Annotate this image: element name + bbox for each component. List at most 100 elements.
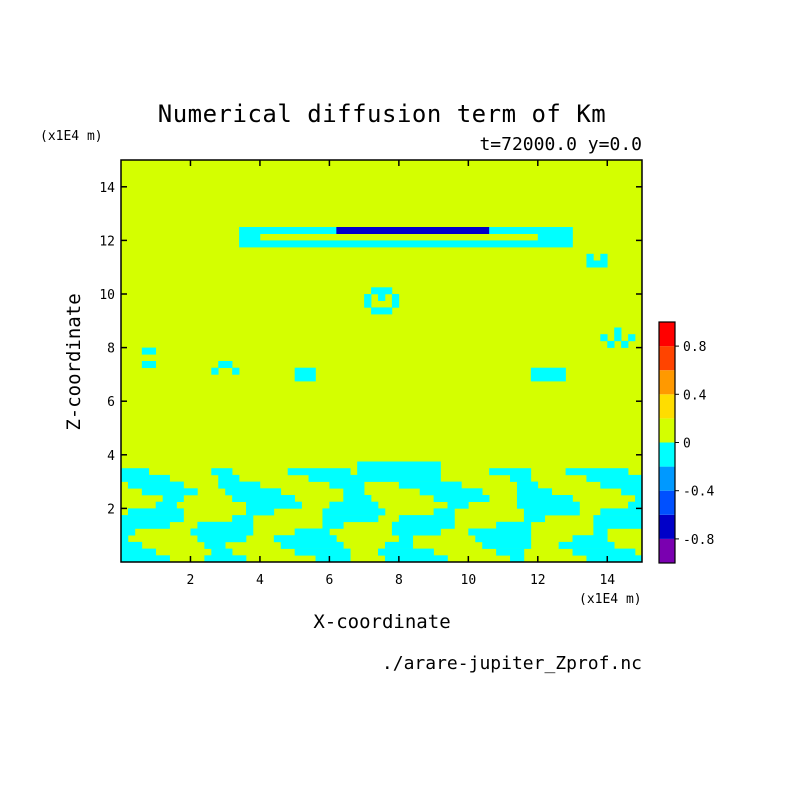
field-cell (496, 548, 525, 556)
plot-area: 2 4 6 8 10 12 14 2 4 6 8 10 12 14 (99, 159, 643, 588)
field-cell (204, 555, 247, 563)
field-cell (121, 468, 150, 476)
field-cell (197, 521, 254, 529)
field-cell (516, 495, 573, 502)
y-axis-label: Z-coordinate (63, 293, 85, 430)
colorbar-swatch (659, 538, 675, 563)
field-cell (343, 495, 372, 502)
field-cell (204, 541, 226, 549)
y-tick-label: 10 (99, 288, 115, 303)
field-cell (322, 515, 379, 523)
field-cell (294, 548, 351, 556)
field-cell (225, 488, 282, 496)
field-cell (287, 468, 351, 476)
colorbar-swatch (659, 418, 675, 443)
field-cell (489, 227, 573, 234)
field-cell (628, 334, 636, 342)
field-cell (357, 468, 441, 476)
y-tick-label: 8 (107, 342, 115, 357)
field-cell (621, 488, 643, 496)
field-cell (607, 340, 615, 348)
field-cell (475, 535, 532, 543)
x-tick-label: 14 (599, 573, 615, 588)
field-cell (322, 508, 386, 516)
field-cell (530, 374, 566, 382)
field-cell (433, 508, 455, 516)
field-cell (378, 294, 386, 301)
field-cell (329, 501, 379, 509)
field-cell (378, 548, 434, 556)
field-cell (600, 334, 608, 342)
field-cell (593, 528, 608, 536)
field-cell (211, 468, 233, 476)
field-cell (232, 367, 240, 375)
y-tick-label: 2 (107, 502, 115, 517)
field-cell (308, 474, 441, 482)
field-cell (614, 327, 622, 335)
field-cell (586, 260, 608, 268)
field-cell (197, 535, 247, 543)
field-cell (433, 495, 490, 502)
field-cell (364, 300, 372, 308)
field-cell (141, 347, 157, 355)
chart-subtitle: t=72000.0 y=0.0 (479, 134, 642, 155)
field-cell (294, 528, 330, 536)
colorbar-swatch (659, 394, 675, 419)
field-cell (141, 361, 157, 368)
field-cell (364, 294, 372, 301)
field-cell (315, 555, 351, 563)
x-tick-label: 10 (461, 573, 477, 588)
field-cell (419, 488, 483, 496)
x-axis-ticks: 2 4 6 8 10 12 14 (187, 160, 615, 588)
x-tick-label: 2 (187, 573, 195, 588)
field-cell (162, 495, 184, 502)
field-cell (586, 474, 643, 482)
field-cell (398, 535, 414, 543)
field-cell (294, 374, 316, 382)
field-cell (447, 501, 469, 509)
colorbar-swatch (659, 490, 675, 515)
source-filename: ./arare-jupiter_Zprof.nc (382, 653, 642, 674)
field-cell (572, 548, 636, 556)
field-cell (211, 367, 219, 375)
x-tick-label: 12 (530, 573, 546, 588)
field-cell (121, 541, 143, 549)
field-cell (391, 521, 455, 529)
field-cell (218, 361, 233, 368)
field-cell (391, 528, 441, 536)
colorbar-tick-label: -0.8 (683, 533, 714, 548)
y-tick-label: 14 (99, 181, 115, 196)
field-cell (593, 521, 643, 529)
field-cell (530, 367, 566, 375)
field-cell (614, 334, 622, 342)
field-cell (516, 488, 552, 496)
colorbar-tick-label: 0.4 (683, 388, 707, 403)
colorbar-swatch (659, 442, 675, 467)
colorbar-tick-label: 0.8 (683, 340, 706, 355)
field-cell (523, 515, 546, 523)
field-cell (489, 468, 532, 476)
field-cell (371, 307, 393, 315)
x-axis-label: X-coordinate (313, 611, 450, 633)
field-cell (336, 227, 490, 234)
colorbar-swatch (659, 466, 675, 491)
x-tick-label: 4 (256, 573, 264, 588)
field-cell (280, 541, 344, 549)
colorbar-swatch (659, 322, 675, 347)
field-cell (600, 481, 643, 489)
field-cell (232, 515, 254, 523)
field-cells (121, 227, 643, 563)
x-tick-label: 8 (395, 573, 403, 588)
field-cell (211, 548, 233, 556)
field-cell (565, 468, 629, 476)
field-cell (239, 240, 573, 248)
field-cell (510, 555, 525, 563)
field-cell (391, 294, 400, 301)
field-cell (322, 521, 344, 529)
y-tick-label: 12 (99, 234, 115, 249)
field-cell (391, 300, 400, 308)
plot-frame (120, 159, 643, 563)
field-cell (357, 461, 441, 469)
field-cell (516, 481, 539, 489)
